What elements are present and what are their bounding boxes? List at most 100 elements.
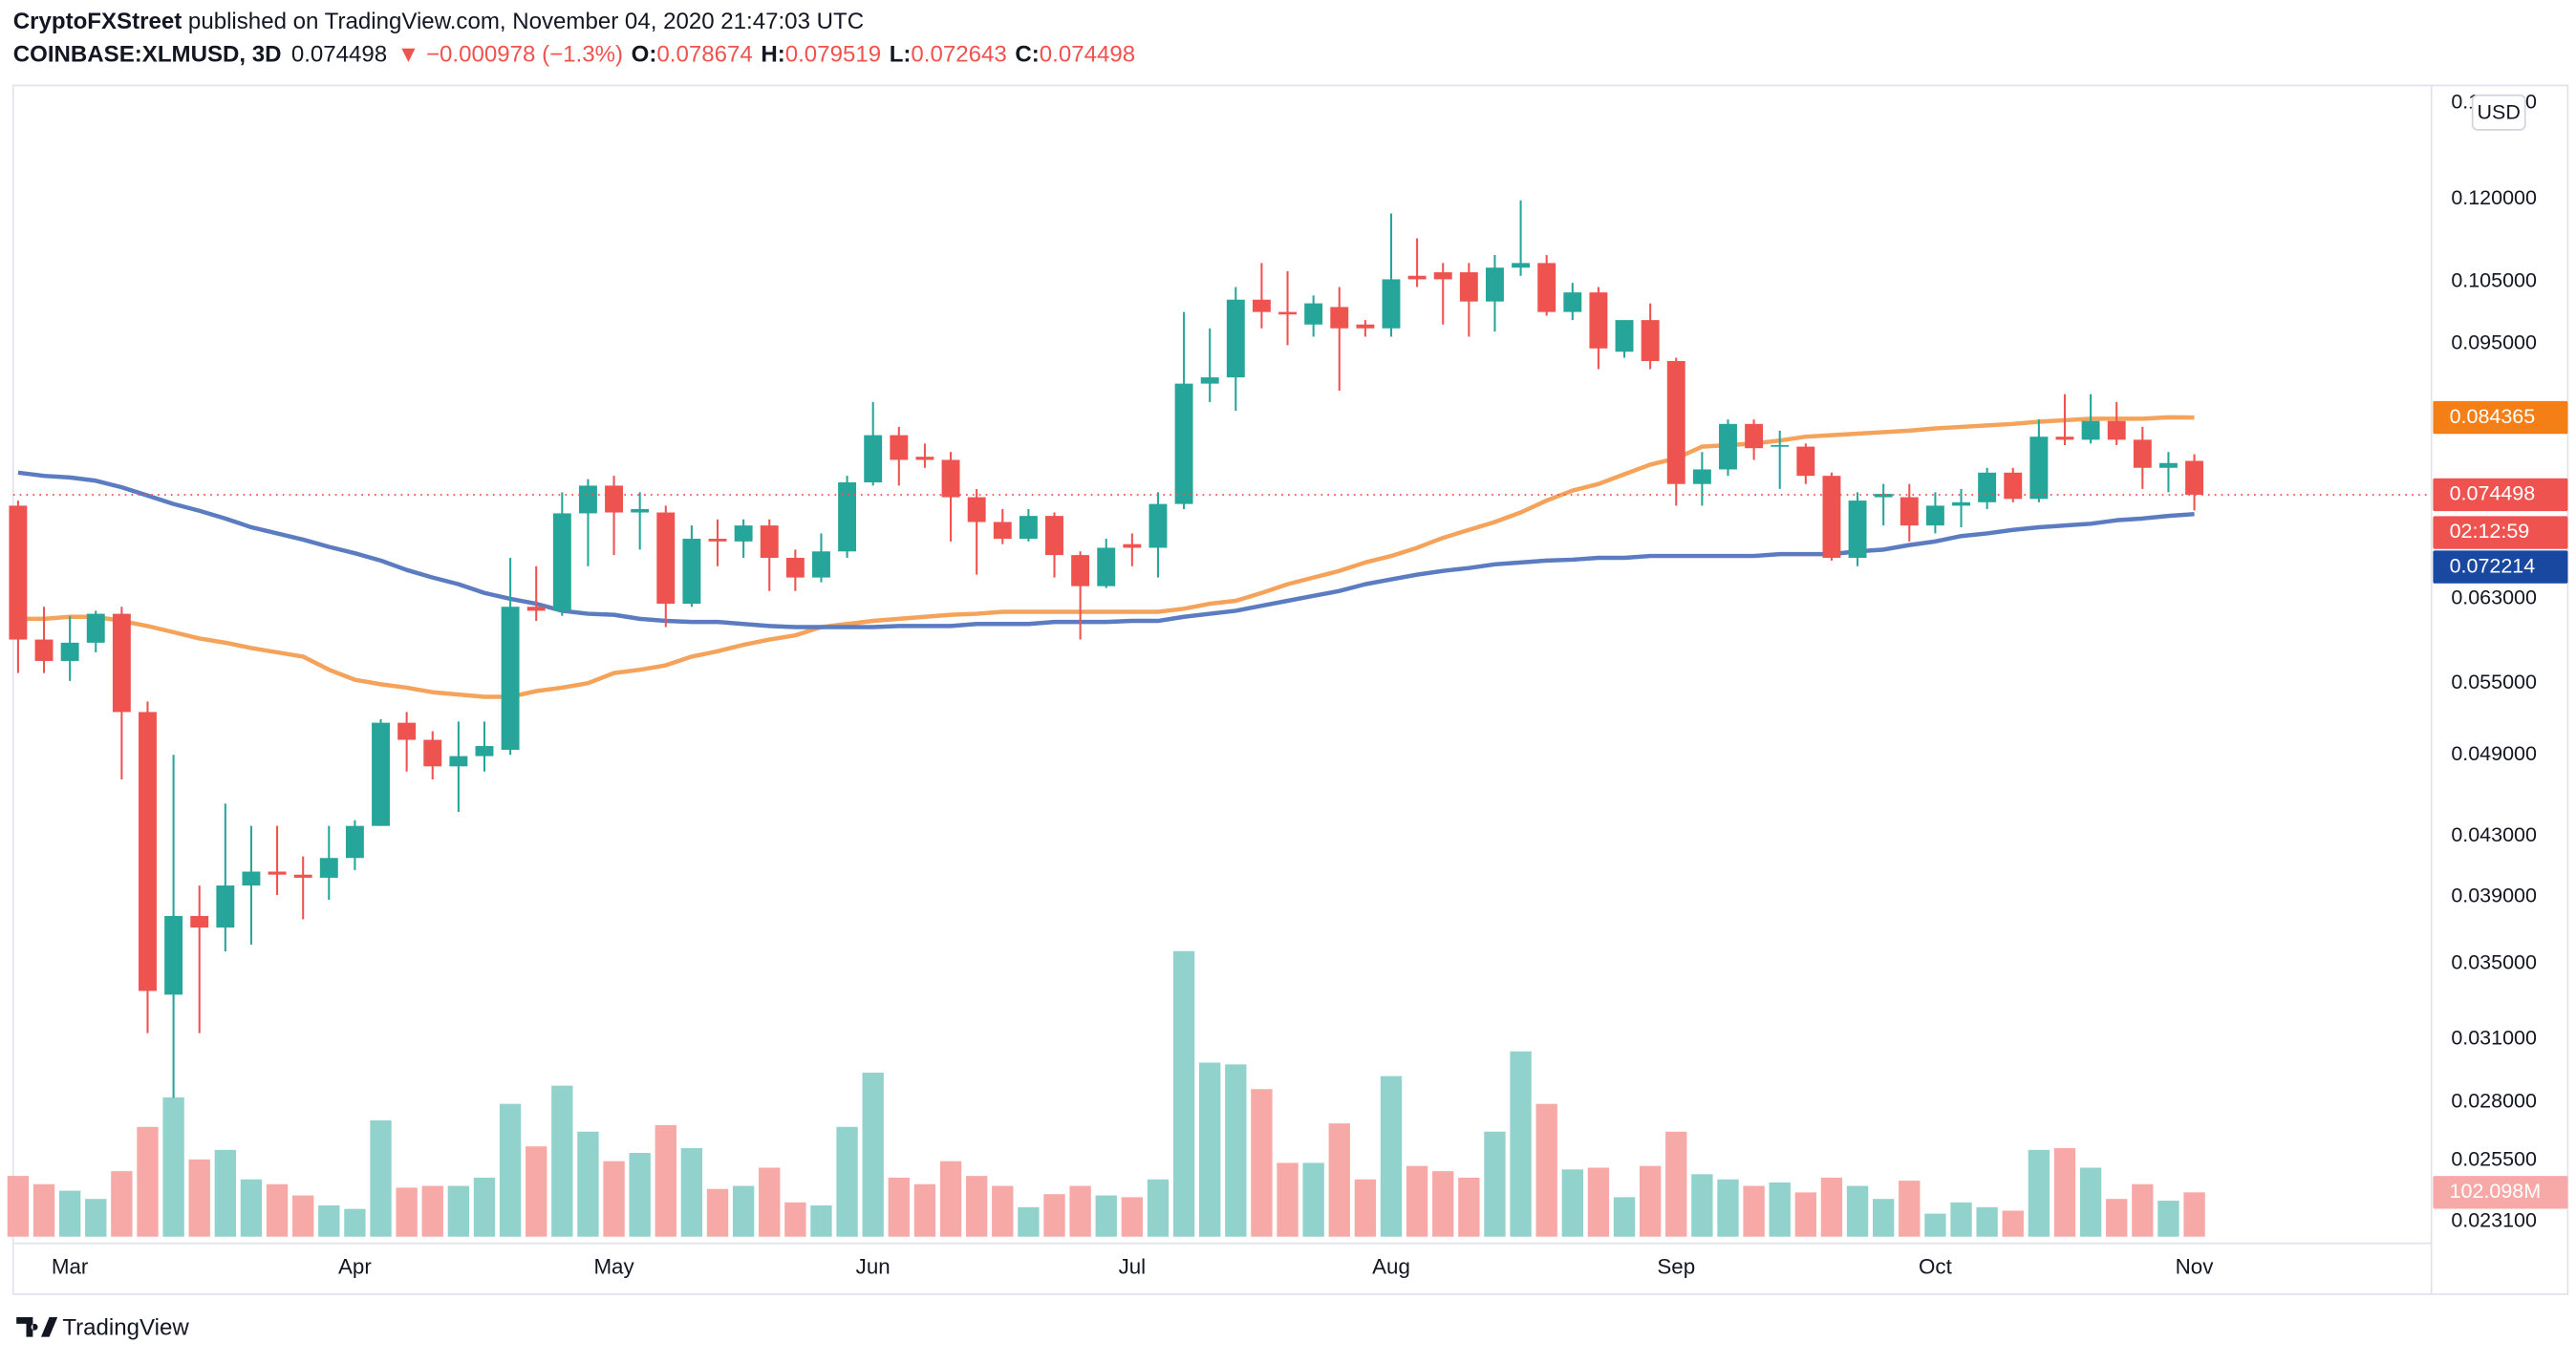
- ma-label-orange: 0.084365: [2450, 405, 2536, 428]
- x-tick-label: Mar: [52, 1254, 89, 1278]
- y-tick-label: 0.043000: [2451, 823, 2537, 846]
- volume-bar: [939, 1161, 962, 1237]
- candle-body: [2055, 437, 2074, 440]
- candle-body: [1641, 320, 1660, 361]
- candle-body: [526, 607, 546, 611]
- volume-bar: [1458, 1177, 1480, 1237]
- x-tick-label: Oct: [1919, 1254, 1953, 1278]
- candle-body: [1330, 307, 1349, 329]
- volume-bar: [1147, 1179, 1170, 1237]
- candle-body: [967, 497, 986, 522]
- volume-bar: [1665, 1131, 1687, 1237]
- x-tick-label: Jul: [1119, 1254, 1147, 1278]
- volume-bar: [1769, 1182, 1791, 1237]
- volume-bar: [1872, 1199, 1895, 1237]
- candle-body: [60, 642, 79, 661]
- candle-body: [1952, 501, 1970, 506]
- volume-bar: [1587, 1167, 1610, 1237]
- candle-body: [1874, 494, 1893, 498]
- volume-bar: [1069, 1185, 1091, 1237]
- publish-line: CryptoFXStreet published on TradingView.…: [13, 9, 864, 34]
- candle-body: [605, 485, 624, 513]
- open-value: 0.078674: [656, 42, 752, 68]
- volume-bar: [499, 1103, 522, 1237]
- volume-bar: [1302, 1162, 1324, 1237]
- volume-bar: [1251, 1089, 1273, 1237]
- volume-bar: [58, 1190, 81, 1237]
- volume-bar: [1277, 1162, 1299, 1237]
- volume-bar: [291, 1195, 314, 1237]
- volume-bar: [137, 1126, 159, 1237]
- candle-body: [1200, 377, 1219, 384]
- volume-bar: [1354, 1179, 1377, 1237]
- volume-bar: [2132, 1183, 2154, 1237]
- volume-bar: [2106, 1199, 2128, 1237]
- volume-bar: [1043, 1194, 1065, 1237]
- candle-body: [242, 871, 261, 886]
- volume-bar: [318, 1205, 340, 1237]
- volume-bar: [655, 1124, 676, 1237]
- close-value: 0.074498: [1040, 42, 1135, 68]
- candle-body: [372, 722, 390, 826]
- volume-bar: [629, 1153, 651, 1237]
- volume-bar: [1095, 1195, 1117, 1237]
- low-value: 0.072643: [911, 42, 1006, 68]
- candle-body: [734, 525, 753, 542]
- ma-label-orange-box: [2433, 400, 2568, 435]
- candle-body: [785, 558, 805, 578]
- y-tick-label: 0.120000: [2451, 186, 2537, 209]
- candle-body: [1304, 303, 1323, 325]
- candle-body: [682, 539, 701, 605]
- candle-body: [1097, 547, 1116, 586]
- y-tick-label: 0.025500: [2451, 1147, 2537, 1170]
- candle-body: [1174, 383, 1193, 504]
- y-tick-label: 0.055000: [2451, 671, 2537, 693]
- x-tick-label: May: [593, 1254, 634, 1278]
- volume-bar: [447, 1185, 470, 1237]
- candle-body: [1615, 320, 1634, 352]
- x-tick-label: Apr: [338, 1254, 372, 1278]
- candle-body: [1123, 543, 1142, 548]
- volume-bar: [188, 1159, 210, 1237]
- countdown-label: 02:12:59: [2450, 520, 2530, 543]
- x-tick-label: Nov: [2176, 1254, 2215, 1278]
- volume-bar: [266, 1183, 289, 1237]
- candle-body: [1382, 279, 1401, 329]
- candle-body: [1848, 501, 1867, 559]
- volume-bar: [965, 1176, 988, 1237]
- last-price-label: 0.074498: [2450, 482, 2536, 505]
- candle-body: [993, 522, 1012, 540]
- candle-body: [86, 613, 105, 643]
- y-tick-label: 0.031000: [2451, 1027, 2537, 1050]
- volume-bar: [473, 1177, 496, 1237]
- volume-bar: [240, 1179, 263, 1237]
- candle-body: [864, 435, 883, 482]
- currency-box: [2471, 94, 2526, 131]
- candle-body: [1745, 423, 1764, 449]
- candle-body: [1278, 311, 1297, 315]
- volume-bar: [111, 1171, 133, 1237]
- x-tick-label: Aug: [1372, 1254, 1410, 1278]
- change: ▼ −0.000978 (−1.3%): [397, 42, 624, 68]
- candle-body: [164, 915, 183, 995]
- candle-body: [1925, 505, 1944, 526]
- volume-bar: [732, 1185, 755, 1237]
- plot: [7, 200, 2432, 1237]
- candle-body: [2004, 472, 2023, 500]
- candle-body: [915, 457, 934, 460]
- candle-body: [449, 756, 468, 767]
- ma-label-blue: 0.072214: [2450, 554, 2536, 577]
- volume-bar: [1328, 1123, 1350, 1237]
- y-tick-label: 0.095000: [2451, 331, 2537, 354]
- candle-body: [2081, 420, 2100, 440]
- currency: USD: [2478, 100, 2521, 123]
- volume-bar: [1380, 1076, 1403, 1237]
- volume-bar: [577, 1131, 599, 1237]
- candle-body: [1900, 497, 1919, 526]
- candle-body: [2158, 462, 2178, 468]
- volume-bar: [1924, 1213, 1946, 1237]
- candle-body: [631, 508, 650, 513]
- candle-body: [1485, 267, 1504, 302]
